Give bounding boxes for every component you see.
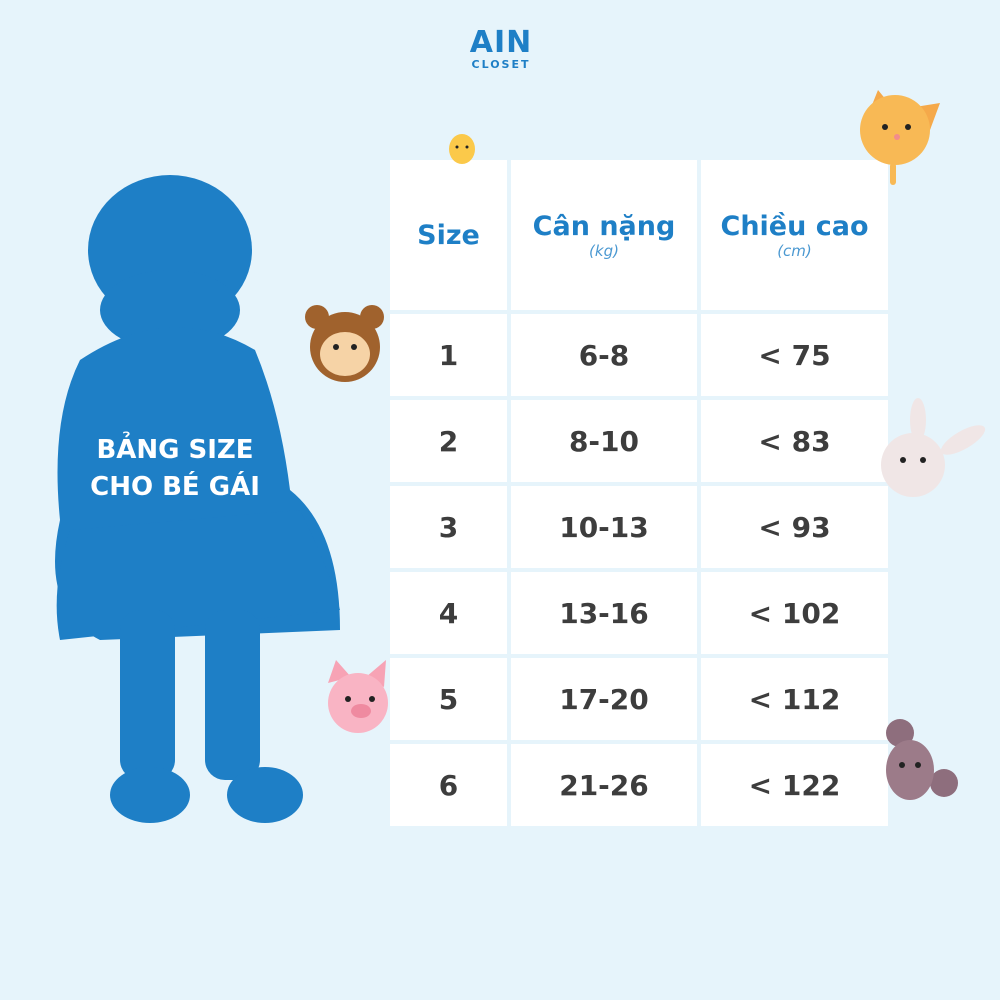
header-label: Size [417,219,480,251]
cell-height: < 102 [701,572,888,654]
girl-silhouette [55,175,341,823]
cell-height: < 112 [701,658,888,740]
header-unit: (kg) [589,241,619,260]
cell-height: < 93 [701,486,888,568]
cell-weight: 17-20 [511,658,697,740]
cell-weight: 6-8 [511,314,697,396]
cell-height: < 122 [701,744,888,826]
header-label: Cân nặng [532,210,676,242]
title-line-1: BẢNG SIZE [96,435,254,465]
chick-icon [449,134,475,164]
logo-text: AIN [469,25,533,60]
title-line-2: CHO BÉ GÁI [90,472,260,502]
header-height: Chiều cao (cm) [701,160,888,310]
cell-size: 3 [390,486,507,568]
brand-logo: AIN CLOSET [468,25,534,72]
cell-size: 1 [390,314,507,396]
cell-weight: 13-16 [511,572,697,654]
header-weight: Cân nặng (kg) [511,160,697,310]
header-label: Chiều cao [720,210,869,242]
monkey-icon [305,305,384,382]
cell-height: < 83 [701,400,888,482]
pig-icon [328,660,388,733]
page-title: BẢNG SIZE CHO BÉ GÁI [60,432,290,506]
cat-icon [860,90,940,185]
cell-size: 6 [390,744,507,826]
mouse-icon [886,719,958,800]
rabbit-icon [881,398,986,497]
cell-weight: 8-10 [511,400,697,482]
cell-height: < 75 [701,314,888,396]
cell-weight: 21-26 [511,744,697,826]
header-unit: (cm) [777,241,812,260]
logo-subtext: CLOSET [471,58,531,71]
cell-weight: 10-13 [511,486,697,568]
header-size: Size [390,160,507,310]
cell-size: 4 [390,572,507,654]
cell-size: 5 [390,658,507,740]
size-table: Size Cân nặng (kg) Chiều cao (cm) 1 6-8 < … [390,160,888,826]
cell-size: 2 [390,400,507,482]
